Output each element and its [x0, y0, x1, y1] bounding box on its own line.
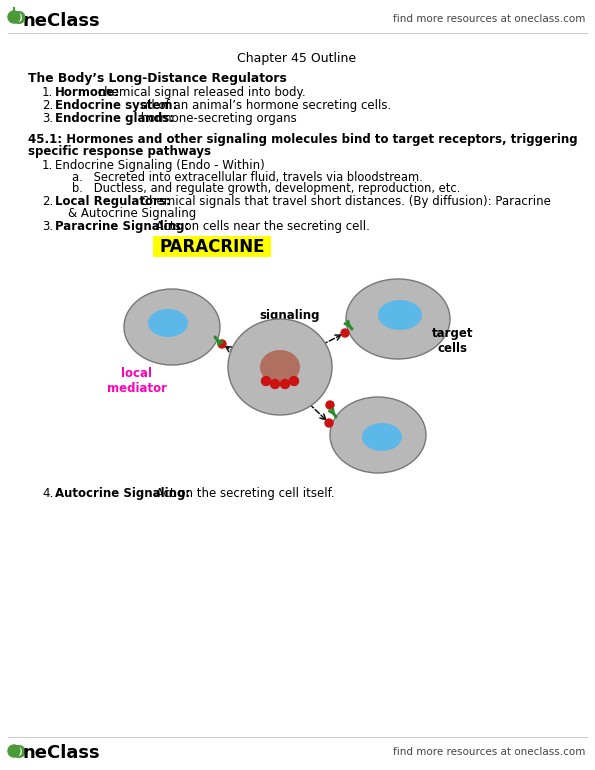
FancyBboxPatch shape — [153, 236, 271, 257]
Text: Paracrine Signaling:: Paracrine Signaling: — [55, 220, 189, 233]
Text: O: O — [10, 744, 25, 762]
Ellipse shape — [228, 319, 332, 415]
Text: Endocrine Signaling (Endo - Within): Endocrine Signaling (Endo - Within) — [55, 159, 265, 172]
Text: chemical signal released into body.: chemical signal released into body. — [94, 86, 305, 99]
Text: & Autocrine Signaling: & Autocrine Signaling — [68, 207, 196, 220]
Circle shape — [8, 11, 20, 23]
Text: find more resources at oneclass.com: find more resources at oneclass.com — [393, 14, 585, 24]
Circle shape — [218, 340, 226, 348]
Text: Autocrine Signaling:: Autocrine Signaling: — [55, 487, 190, 500]
Ellipse shape — [378, 300, 422, 330]
Text: PARACRINE: PARACRINE — [159, 239, 265, 256]
Text: Acts on cells near the secreting cell.: Acts on cells near the secreting cell. — [152, 220, 370, 233]
Circle shape — [290, 377, 299, 386]
Text: Chemical signals that travel short distances. (By diffusion): Paracrine: Chemical signals that travel short dista… — [137, 195, 552, 208]
Text: Chapter 45 Outline: Chapter 45 Outline — [237, 52, 356, 65]
Text: Local Regulators:: Local Regulators: — [55, 195, 171, 208]
Ellipse shape — [124, 289, 220, 365]
Circle shape — [280, 380, 290, 389]
Text: The Body’s Long-Distance Regulators: The Body’s Long-Distance Regulators — [28, 72, 287, 85]
Text: local
mediator: local mediator — [107, 367, 167, 395]
Text: hormone-secreting organs: hormone-secreting organs — [137, 112, 297, 125]
Text: Endocrine glands:: Endocrine glands: — [55, 112, 174, 125]
Text: target
cells: target cells — [432, 327, 474, 355]
Ellipse shape — [260, 350, 300, 384]
Text: 2.: 2. — [42, 195, 53, 208]
Circle shape — [325, 419, 333, 427]
Text: Act on the secreting cell itself.: Act on the secreting cell itself. — [152, 487, 334, 500]
Ellipse shape — [148, 309, 188, 337]
Text: neClass: neClass — [22, 744, 99, 762]
Text: neClass: neClass — [22, 12, 99, 30]
Text: Endocrine system:: Endocrine system: — [55, 99, 177, 112]
Text: a.   Secreted into extracellular fluid, travels via bloodstream.: a. Secreted into extracellular fluid, tr… — [72, 171, 423, 184]
Text: 4.: 4. — [42, 487, 53, 500]
Text: signaling
cell: signaling cell — [260, 309, 320, 337]
Text: b.   Ductless, and regulate growth, development, reproduction, etc.: b. Ductless, and regulate growth, develo… — [72, 182, 461, 195]
Text: 3.: 3. — [42, 220, 53, 233]
Circle shape — [271, 380, 280, 389]
Ellipse shape — [330, 397, 426, 473]
Text: specific response pathways: specific response pathways — [28, 145, 211, 158]
Text: Hormone:: Hormone: — [55, 86, 120, 99]
Text: 45.1: Hormones and other signaling molecules bind to target receptors, triggerin: 45.1: Hormones and other signaling molec… — [28, 133, 578, 146]
Text: 2.: 2. — [42, 99, 53, 112]
Text: find more resources at oneclass.com: find more resources at oneclass.com — [393, 747, 585, 757]
Ellipse shape — [346, 279, 450, 359]
Text: 3.: 3. — [42, 112, 53, 125]
Circle shape — [261, 377, 271, 386]
Text: 1.: 1. — [42, 159, 53, 172]
Text: all of an animal’s hormone secreting cells.: all of an animal’s hormone secreting cel… — [137, 99, 392, 112]
Circle shape — [8, 745, 20, 757]
Text: 1.: 1. — [42, 86, 53, 99]
Text: O: O — [10, 10, 25, 28]
Circle shape — [326, 401, 334, 409]
Ellipse shape — [362, 423, 402, 451]
Circle shape — [341, 329, 349, 337]
